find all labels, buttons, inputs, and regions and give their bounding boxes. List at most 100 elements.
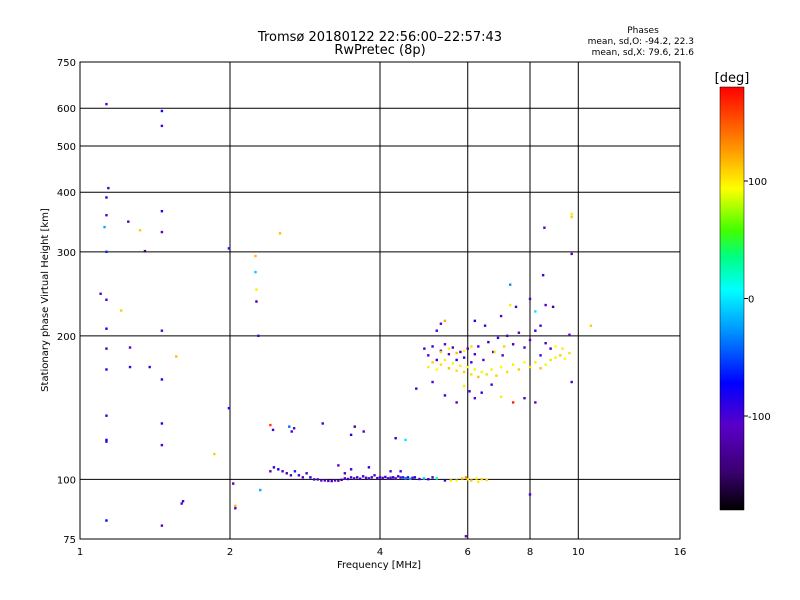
data-point — [128, 365, 132, 369]
data-point — [485, 373, 488, 376]
data-point — [361, 475, 365, 478]
data-point — [289, 474, 293, 477]
data-point — [541, 273, 545, 277]
data-point — [105, 102, 108, 106]
y-tick-label: 75 — [63, 535, 76, 546]
y-tick-label: 750 — [57, 58, 76, 69]
data-point — [297, 474, 301, 477]
data-point — [443, 319, 447, 323]
data-point — [301, 476, 305, 479]
data-point — [160, 109, 164, 113]
data-point — [473, 368, 477, 371]
data-point — [477, 480, 480, 484]
phase-stats-x: mean, sd,X: 79.6, 21.6 — [592, 48, 695, 58]
y-tick-label: 300 — [57, 248, 76, 259]
data-point — [473, 396, 477, 400]
y-tick-label: 500 — [57, 142, 76, 153]
data-point — [281, 470, 284, 473]
data-point — [528, 493, 532, 496]
data-point — [271, 428, 275, 432]
data-point — [160, 378, 164, 381]
data-point — [427, 365, 430, 369]
data-point — [570, 215, 573, 219]
data-point — [431, 345, 434, 348]
data-point — [255, 288, 258, 291]
data-point — [517, 368, 521, 371]
data-point — [411, 476, 414, 479]
x-tick-label: 8 — [527, 547, 533, 558]
phase-stats-o: mean, sd,O: -94.2, 22.3 — [588, 37, 694, 47]
data-point — [160, 443, 164, 447]
data-point — [105, 438, 108, 442]
data-point — [447, 347, 451, 350]
data-point — [105, 440, 108, 443]
data-point — [384, 475, 387, 479]
data-point — [293, 470, 297, 473]
data-point — [459, 350, 462, 354]
data-point — [499, 395, 503, 398]
data-point — [399, 476, 402, 479]
data-point — [505, 370, 509, 374]
data-point — [257, 334, 260, 338]
data-point — [99, 292, 102, 295]
data-point — [508, 303, 512, 307]
data-point — [234, 504, 237, 508]
x-tick-label: 2 — [227, 547, 233, 558]
data-point — [418, 477, 421, 481]
data-point — [483, 324, 487, 327]
data-point — [232, 482, 235, 485]
data-point — [439, 322, 443, 325]
data-point — [337, 479, 340, 482]
colorbar-unit-label: [deg] — [715, 71, 750, 86]
data-point — [160, 230, 164, 234]
x-tick-labels: 1 2 4 6 8 10 16 — [77, 547, 687, 558]
data-point — [496, 336, 500, 340]
data-point — [459, 364, 462, 368]
data-point — [449, 479, 453, 482]
data-point — [539, 324, 542, 327]
data-point — [451, 362, 455, 365]
data-point — [443, 358, 447, 362]
data-point — [305, 472, 308, 475]
phase-stats: Phases mean, sd,O: -94.2, 22.3 mean, sd,… — [588, 26, 695, 58]
data-point — [554, 345, 557, 348]
chart-title-line2: RwPretec (8p) — [334, 43, 425, 58]
data-point — [534, 361, 537, 364]
data-point — [480, 477, 483, 481]
data-point — [312, 478, 316, 481]
data-point — [404, 438, 407, 442]
data-point — [462, 349, 466, 353]
data-point — [285, 472, 288, 475]
data-point — [105, 519, 108, 522]
data-point — [269, 470, 272, 473]
data-point — [160, 422, 164, 425]
colorbar-tick-label: -100 — [748, 412, 771, 423]
data-point — [160, 329, 164, 332]
data-point — [364, 476, 368, 479]
data-point — [423, 347, 426, 350]
data-point — [373, 474, 376, 477]
data-point — [539, 354, 542, 357]
data-point — [330, 479, 333, 483]
data-point — [254, 270, 257, 274]
data-point — [349, 476, 353, 479]
data-point — [482, 358, 485, 362]
data-point — [175, 355, 178, 358]
data-point — [327, 479, 330, 483]
data-point — [539, 367, 542, 370]
data-point — [568, 351, 571, 355]
data-point — [415, 387, 418, 390]
x-tick-label: 6 — [465, 547, 471, 558]
data-point — [508, 283, 512, 286]
data-point — [321, 422, 324, 425]
data-point — [549, 347, 552, 350]
data-point — [355, 476, 359, 479]
data-point — [399, 470, 402, 473]
data-point — [333, 479, 337, 482]
data-point — [470, 361, 473, 364]
data-point — [443, 394, 447, 397]
data-point — [570, 212, 573, 216]
data-point — [528, 365, 532, 369]
data-point — [501, 354, 504, 357]
